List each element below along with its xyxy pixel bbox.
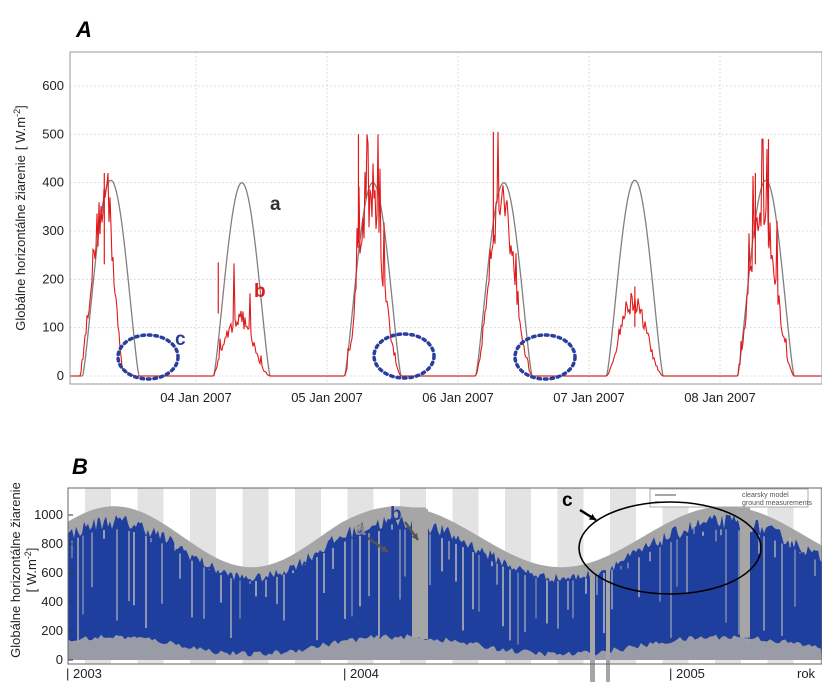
panel-b-gap-block	[590, 562, 595, 682]
panel-a-y-ticks: 0 100 200 300 400 500 600	[42, 78, 64, 383]
panel-a-y-tick: 300	[42, 223, 64, 238]
panel-b-annotation-b: b	[390, 504, 402, 525]
panel-b-series-b-area	[68, 514, 822, 660]
panel-a-y-axis-label: Globálne horizontálne žiarenie[ W.m-2]	[12, 105, 28, 330]
legend-clearsky-label: clearsky model	[742, 492, 789, 499]
panel-b-arrow-a-head	[381, 545, 388, 552]
legend-ground-label: ground measurements	[742, 500, 813, 507]
panel-a-grid	[70, 52, 822, 384]
panel-a-annotation-b: b	[254, 281, 266, 302]
panel-b-x-tick: | 2005	[669, 666, 705, 681]
panel-a-y-tick: 600	[42, 78, 64, 93]
panel-a-highlight-circle	[116, 333, 180, 381]
panel-b-x-tick: | 2004	[343, 666, 379, 681]
panel-b-frame	[67, 487, 822, 665]
panel-b-arrow-c-head	[589, 513, 596, 520]
panel-a-frame	[69, 51, 822, 385]
panel-b-legend: clearsky model ground measurements	[649, 488, 813, 508]
panel-a-x-tick: 04 Jan 2007	[160, 390, 232, 405]
panel-a-x-tick: 07 Jan 2007	[553, 390, 625, 405]
panel-a-y-tick: 500	[42, 126, 64, 141]
panel-a-annotation-c: c	[175, 329, 186, 350]
panel-b-highlight-ellipse	[578, 501, 762, 595]
panel-b-x-tick: rok	[797, 666, 816, 681]
panel-b-x-tick: | 2003	[66, 666, 102, 681]
panel-a-highlight-circle	[372, 332, 436, 380]
panel-b-data-gaps	[71, 507, 816, 682]
panel-b-label: B	[72, 454, 88, 479]
panel-b-annotation-a: a	[355, 519, 366, 540]
panel-b-series	[68, 506, 822, 682]
panel-a-series	[70, 131, 822, 377]
panel-b-arrow-b-head	[411, 533, 418, 540]
panel-b-y-ticks: 0 200 400 600 800 1000	[34, 507, 63, 667]
panel-a-x-tick: 05 Jan 2007	[291, 390, 363, 405]
panel-b-y-tick: 600	[41, 565, 63, 580]
panel-a-y-tick: 400	[42, 175, 64, 190]
panel-a-label: A	[75, 17, 92, 42]
panel-a-annotations: a b c	[116, 194, 577, 381]
panel-b-y-axis-unit: [ W.m-2]	[23, 548, 39, 593]
panel-a-x-tick: 06 Jan 2007	[422, 390, 494, 405]
panel-b-gap-block	[420, 509, 428, 640]
panel-a-annotation-a: a	[270, 194, 281, 215]
panel-a-x-ticks: 04 Jan 2007 05 Jan 2007 06 Jan 2007 07 Jan …	[160, 390, 756, 405]
panel-b-x-ticks: | 2003 | 2004 | 2005 rok	[66, 666, 816, 681]
panel-b-y-tick: 1000	[34, 507, 63, 522]
panel-a-series-b-line	[70, 131, 822, 377]
panel-b-y-tick: 0	[56, 652, 63, 667]
panel-a-x-tick: 08 Jan 2007	[684, 390, 756, 405]
panel-b-low-floor	[68, 634, 822, 660]
panel-a-y-tick: 100	[42, 320, 64, 335]
panel-b-annotations: a b c	[355, 490, 762, 595]
panel-b-annotation-c: c	[562, 490, 573, 511]
panel-b-gap-block	[740, 507, 750, 638]
panel-a-highlight-circle	[513, 333, 577, 381]
panel-b-y-tick: 200	[41, 623, 63, 638]
panel-b-y-axis-label: Globálne horizontálne žiarenie	[8, 482, 23, 658]
panel-b-y-tick: 400	[41, 594, 63, 609]
panel-b-y-tick: 800	[41, 536, 63, 551]
panel-a-y-tick: 200	[42, 271, 64, 286]
panel-b-gap-block	[606, 556, 610, 682]
panel-b-grid	[68, 514, 73, 661]
panel-a-y-tick: 0	[57, 368, 64, 383]
